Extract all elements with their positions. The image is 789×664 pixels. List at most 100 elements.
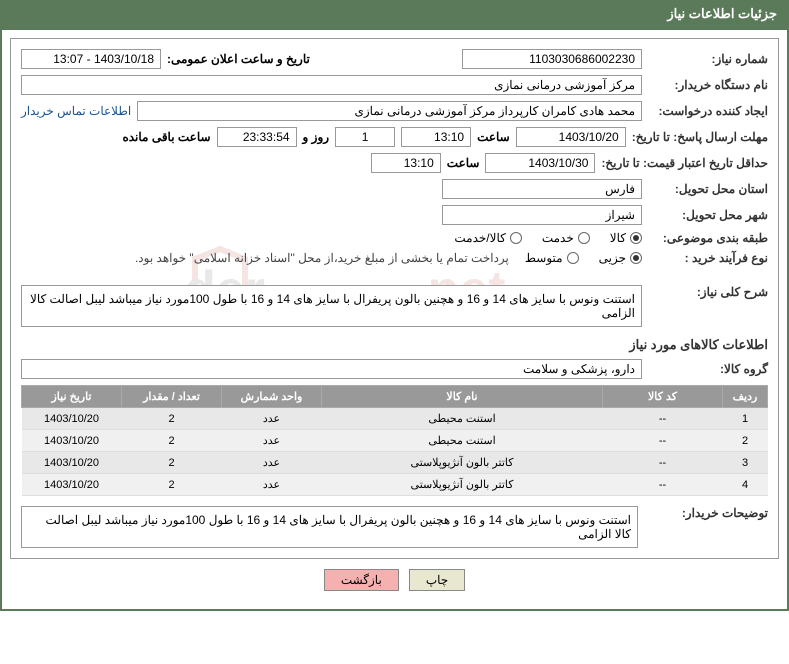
back-button[interactable]: بازگشت [324,569,399,591]
radio-icon [567,252,579,264]
table-cell: 2 [122,452,222,474]
row-requester: ایجاد کننده درخواست: محمد هادی کامران کا… [21,101,768,121]
table-row: 4--کاتتر بالون آنژیوپلاستیعدد21403/10/20 [22,474,768,496]
th-date: تاریخ نیاز [22,386,122,408]
row-buyer-notes: توضیحات خریدار: استنت ونوس با سایز های 1… [21,506,768,548]
label-min-validity-time: ساعت [447,156,480,170]
table-row: 1--استنت محیطیعدد21403/10/20 [22,408,768,430]
radio-label-minor: جزیی [599,251,626,265]
items-table: ردیف کد کالا نام کالا واحد شمارش تعداد /… [21,385,768,496]
radio-label-medium: متوسط [525,251,563,265]
table-cell: 1 [723,408,768,430]
table-cell: -- [603,430,723,452]
process-radio-group: جزیی متوسط [525,251,642,265]
th-qty: تعداد / مقدار [122,386,222,408]
field-deadline-days: 1 [335,127,395,147]
buyer-contact-link[interactable]: اطلاعات تماس خریدار [21,104,131,118]
label-deadline-time: ساعت [477,130,510,144]
table-cell: 3 [723,452,768,474]
table-cell: 1403/10/20 [22,452,122,474]
radio-label-goods-service: کالا/خدمت [454,231,505,245]
items-section-title: اطلاعات کالاهای مورد نیاز [21,337,768,353]
table-cell: -- [603,474,723,496]
action-row: چاپ بازگشت [10,559,779,601]
table-cell: 2 [122,474,222,496]
table-cell: عدد [222,408,322,430]
radio-label-goods: کالا [610,231,626,245]
field-city: شیراز [442,205,642,225]
page-header: جزئیات اطلاعات نیاز [0,0,789,28]
field-min-validity-time: 13:10 [371,153,441,173]
table-cell: -- [603,408,723,430]
row-min-validity: حداقل تاریخ اعتبار قیمت: تا تاریخ: 1403/… [21,153,768,173]
radio-icon [630,252,642,264]
radio-goods-service[interactable]: کالا/خدمت [454,231,521,245]
field-min-validity-date: 1403/10/30 [485,153,595,173]
outer-container: AriaTender .net شماره نیاز: 110303068600… [0,28,789,611]
label-category: طبقه بندی موضوعی: [648,231,768,245]
radio-goods[interactable]: کالا [610,231,642,245]
label-requester: ایجاد کننده درخواست: [648,104,768,118]
field-province: فارس [442,179,642,199]
table-row: 2--استنت محیطیعدد21403/10/20 [22,430,768,452]
field-goods-group: دارو، پزشکی و سلامت [21,359,642,379]
field-requester: محمد هادی کامران کارپرداز مرکز آموزشی در… [137,101,642,121]
label-city: شهر محل تحویل: [648,208,768,222]
row-category: طبقه بندی موضوعی: کالا خدمت کالا/خدمت [21,231,768,245]
label-days-and: روز و [303,130,330,144]
table-cell: 1403/10/20 [22,408,122,430]
radio-icon [578,232,590,244]
table-cell: 2 [122,408,222,430]
label-announce: تاریخ و ساعت اعلان عمومی: [167,52,310,66]
field-deadline-date: 1403/10/20 [516,127,626,147]
table-cell: عدد [222,474,322,496]
form-container: AriaTender .net شماره نیاز: 110303068600… [10,38,779,559]
label-deadline: مهلت ارسال پاسخ: تا تاریخ: [632,130,768,144]
table-cell: 2 [122,430,222,452]
label-buyer-notes: توضیحات خریدار: [648,506,768,520]
label-need-number: شماره نیاز: [648,52,768,66]
th-name: نام کالا [322,386,603,408]
label-need-desc: شرح کلی نیاز: [648,285,768,299]
field-announce: 1403/10/18 - 13:07 [21,49,161,69]
label-remaining: ساعت باقی مانده [122,130,210,144]
label-process-type: نوع فرآیند خرید : [648,251,768,265]
th-code: کد کالا [603,386,723,408]
radio-medium[interactable]: متوسط [525,251,579,265]
row-deadline: مهلت ارسال پاسخ: تا تاریخ: 1403/10/20 سا… [21,127,768,147]
row-need-number: شماره نیاز: 1103030686002230 تاریخ و ساع… [21,49,768,69]
table-cell: استنت محیطی [322,430,603,452]
row-buyer-org: نام دستگاه خریدار: مرکز آموزشی درمانی نم… [21,75,768,95]
table-cell: 4 [723,474,768,496]
radio-service[interactable]: خدمت [542,231,590,245]
field-need-number: 1103030686002230 [462,49,642,69]
table-cell: 1403/10/20 [22,430,122,452]
table-cell: عدد [222,452,322,474]
table-row: 3--کاتتر بالون آنژیوپلاستیعدد21403/10/20 [22,452,768,474]
field-buyer-org: مرکز آموزشی درمانی نمازی [21,75,642,95]
label-province: استان محل تحویل: [648,182,768,196]
label-goods-group: گروه کالا: [648,362,768,376]
radio-icon [630,232,642,244]
table-cell: 2 [723,430,768,452]
label-buyer-org: نام دستگاه خریدار: [648,78,768,92]
field-need-desc: استنت ونوس با سایز های 14 و 16 و هچنین ب… [21,285,642,327]
th-unit: واحد شمارش [222,386,322,408]
table-cell: عدد [222,430,322,452]
row-process-type: نوع فرآیند خرید : جزیی متوسط پرداخت تمام… [21,251,768,265]
label-min-validity: حداقل تاریخ اعتبار قیمت: تا تاریخ: [601,156,768,170]
table-cell: -- [603,452,723,474]
table-cell: 1403/10/20 [22,474,122,496]
th-row: ردیف [723,386,768,408]
field-buyer-notes: استنت ونوس با سایز های 14 و 16 و هچنین ب… [21,506,638,548]
radio-minor[interactable]: جزیی [599,251,642,265]
print-button[interactable]: چاپ [409,569,465,591]
row-city: شهر محل تحویل: شیراز [21,205,768,225]
category-radio-group: کالا خدمت کالا/خدمت [454,231,642,245]
radio-label-service: خدمت [542,231,574,245]
page-title: جزئیات اطلاعات نیاز [667,6,777,21]
process-note: پرداخت تمام یا بخشی از مبلغ خرید،از محل … [135,251,509,265]
row-need-desc: شرح کلی نیاز: استنت ونوس با سایز های 14 … [21,285,768,327]
field-remaining-time: 23:33:54 [217,127,297,147]
row-province: استان محل تحویل: فارس [21,179,768,199]
